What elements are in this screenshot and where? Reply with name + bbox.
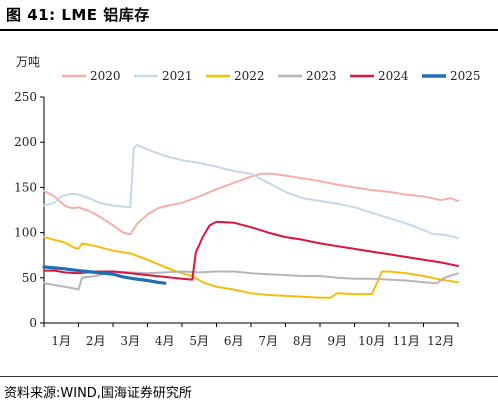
- figure-title: 图 41: LME 铝库存: [6, 6, 150, 24]
- x-tick-label: 1月: [51, 334, 71, 348]
- y-tick-label: 50: [22, 271, 37, 285]
- x-tick-label: 3月: [120, 334, 140, 348]
- unit-label: 万吨: [16, 55, 40, 69]
- legend-label-2024: 2024: [378, 69, 409, 83]
- title-rule: [0, 29, 498, 31]
- y-tick-label: 100: [14, 226, 37, 240]
- x-tick-label: 11月: [393, 334, 420, 348]
- series-line-2023: [43, 270, 459, 291]
- series-line-2025: [42, 265, 167, 285]
- y-tick-label: 0: [29, 316, 37, 330]
- legend-label-2021: 2021: [162, 69, 193, 83]
- x-tick-label: 12月: [427, 334, 454, 348]
- source-rule: [0, 376, 498, 377]
- x-tick-label: 7月: [258, 334, 278, 348]
- y-tick-label: 150: [14, 180, 37, 194]
- x-tick-label: 6月: [224, 334, 244, 348]
- source-note: 资料来源:WIND,国海证券研究所: [4, 386, 192, 401]
- line-chart: 万吨 2020 2021 2022 2023 2024 2025 0 50 100 150 200…: [14, 55, 481, 348]
- series-line-2021: [43, 143, 459, 239]
- y-tick-label: 200: [14, 135, 37, 149]
- x-tick-label: 8月: [293, 334, 313, 348]
- x-tick-label: 5月: [189, 334, 209, 348]
- legend: 2020 2021 2022 2023 2024 2025: [62, 69, 481, 83]
- x-tick-label: 2月: [86, 334, 106, 348]
- x-tick-label: 9月: [327, 334, 347, 348]
- y-tick-label: 250: [14, 90, 37, 104]
- series-layer: [42, 143, 459, 299]
- series-line-2024: [43, 220, 459, 281]
- series-line-2020: [43, 172, 459, 236]
- x-tick-label: 4月: [155, 334, 175, 348]
- axes: 0 50 100 150 200 250 1月 2月 3月 4月 5月 6月 7月 8月 9月 10月 11月 1…: [14, 90, 459, 348]
- legend-label-2025: 2025: [450, 69, 481, 83]
- legend-label-2020: 2020: [90, 69, 121, 83]
- legend-label-2022: 2022: [234, 69, 265, 83]
- legend-label-2023: 2023: [306, 69, 337, 83]
- x-tick-label: 10月: [358, 334, 385, 348]
- series-line-2022: [43, 236, 459, 299]
